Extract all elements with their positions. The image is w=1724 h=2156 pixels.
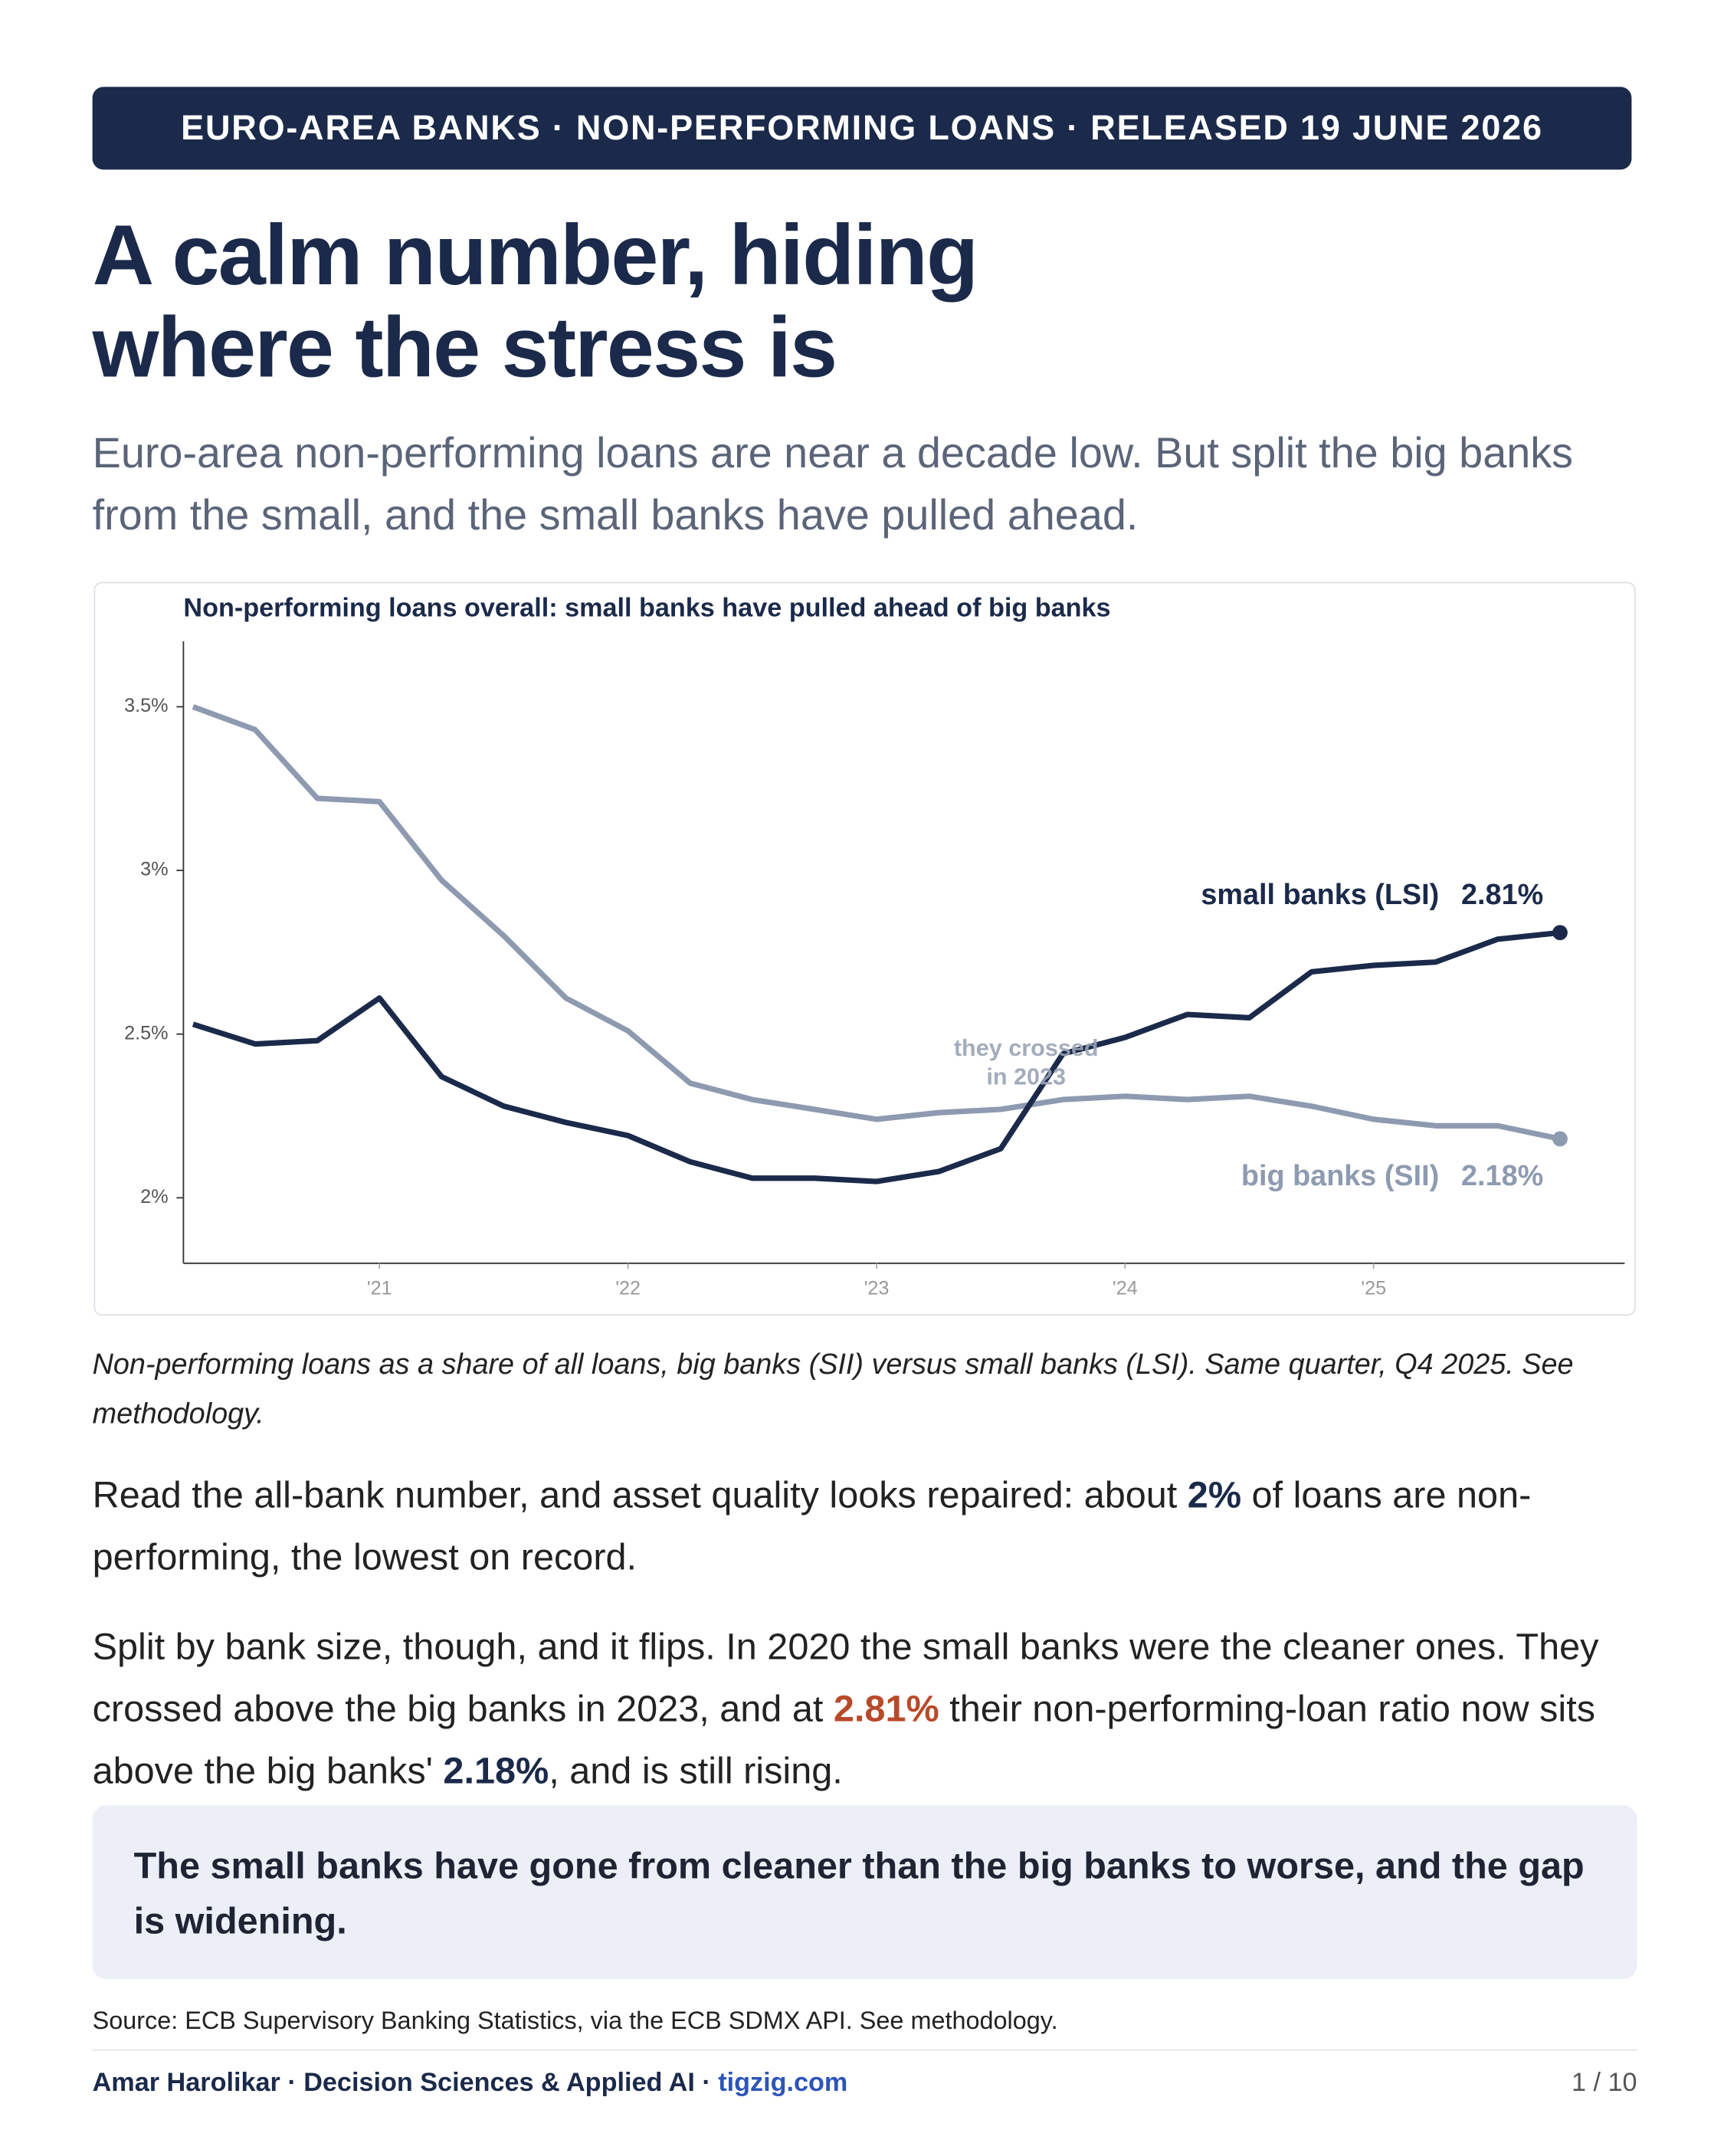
end-dot: [1552, 1131, 1568, 1147]
annotation: they crossed: [954, 1035, 1099, 1061]
value-label: 2.18%: [1461, 1160, 1543, 1192]
paragraph: Split by bank size, though, and it flips…: [93, 1617, 1637, 1803]
caption: Non-performing loans as a share of all l…: [92, 1348, 1574, 1430]
chart-title: Non-performing loans overall: small bank…: [183, 594, 1110, 623]
text: Split by bank size, though, and it flips…: [92, 1626, 1599, 1730]
y-tick-label: 3.5%: [124, 695, 168, 716]
x-tick-label: '25: [1361, 1278, 1386, 1299]
annotation: in 2023: [986, 1064, 1066, 1090]
highlight: 2%: [1187, 1474, 1242, 1516]
x-tick-label: '23: [864, 1278, 890, 1299]
text: of loans are non-performing, the lowest …: [92, 1474, 1532, 1578]
headline: A calm number, hiding where the stress i…: [92, 208, 979, 396]
legend-name: big banks (SII): [1241, 1160, 1439, 1192]
source-note: Source: ECB Supervisory Banking Statisti…: [92, 2007, 1058, 2034]
divider: [92, 2049, 1637, 2051]
end-dot: [1552, 925, 1568, 941]
series-line: [192, 929, 1561, 1184]
y-tick-label: 3%: [140, 859, 168, 880]
callout: The small banks have gone from cleaner t…: [92, 1805, 1637, 1979]
author: Amar Harolikar · Decision Sciences & App…: [92, 2069, 719, 2098]
legend-name: small banks (LSI): [1201, 879, 1439, 911]
value-label: 2.81%: [1461, 879, 1543, 911]
chart: Non-performing loans overall: small bank…: [124, 594, 1625, 1299]
text: their non-performing-loan ratio now sits…: [92, 1688, 1596, 1792]
x-tick-label: '24: [1113, 1278, 1138, 1299]
page-number: 1 / 10: [1572, 2069, 1637, 2098]
headline-line: where the stress is: [92, 300, 838, 396]
series-label: small banks (LSI) 2.81%: [1201, 879, 1543, 911]
series-label: big banks (SII) 2.18%: [1241, 1160, 1543, 1192]
chart-frame: Non-performing loans overall: small bank…: [93, 582, 1636, 1316]
headline-line: A calm number, hiding: [92, 208, 979, 303]
series-line: [192, 704, 1561, 1142]
x-tick-label: '22: [615, 1278, 641, 1299]
text: , and is still rising.: [549, 1750, 843, 1792]
x-tick-label: '21: [367, 1278, 392, 1299]
kicker-bar: EURO-AREA BANKS · NON-PERFORMING LOANS ·…: [92, 87, 1632, 170]
subtitle: Euro-area non-performing loans are near …: [92, 428, 1574, 539]
highlight: 2.81%: [833, 1688, 939, 1730]
y-tick-label: 2%: [140, 1186, 168, 1207]
paragraph: Read the all-bank number, and asset qual…: [93, 1465, 1637, 1589]
site-link[interactable]: tigzig.com: [718, 2069, 848, 2098]
footer: Amar Harolikar · Decision Sciences & App…: [93, 2069, 1637, 2099]
text: Read the all-bank number, and asset qual…: [92, 1474, 1188, 1516]
highlight: 2.18%: [443, 1750, 549, 1792]
y-tick-label: 2.5%: [124, 1022, 168, 1044]
